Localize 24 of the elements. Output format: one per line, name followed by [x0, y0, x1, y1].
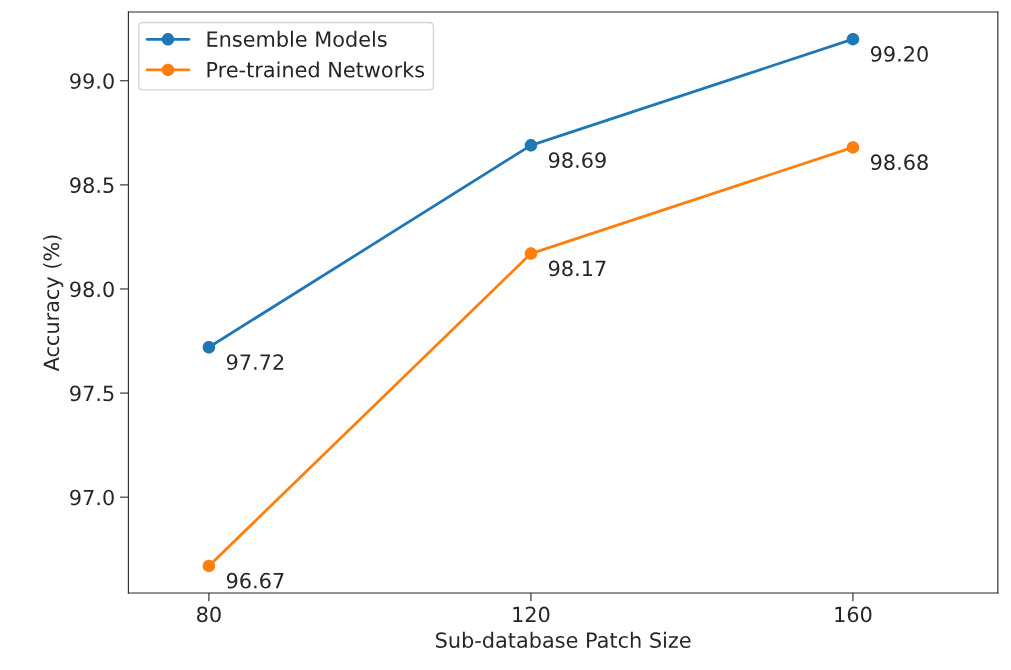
x-tick-label: 160	[835, 606, 872, 623]
y-axis-title: Accuracy (%)	[43, 235, 64, 372]
data-label: 97.72	[226, 354, 284, 370]
point	[202, 559, 216, 573]
y-tick-label: 99.0	[70, 73, 114, 89]
data-label: 98.68	[870, 154, 928, 171]
y-tick-label: 97.0	[70, 489, 114, 506]
point	[846, 141, 860, 154]
legend-label: Ensemble Models	[207, 30, 387, 47]
legend-label: Pre-trained Networks	[207, 61, 425, 78]
y-tick-label: 98.0	[70, 281, 114, 298]
y-tick-label: 98.5	[70, 177, 114, 194]
point	[524, 247, 538, 260]
data-label: 96.67	[226, 572, 284, 589]
point	[524, 139, 538, 152]
y-tick-label: 97.5	[70, 385, 114, 402]
x-tick-label: 120	[513, 606, 550, 623]
data-label: 98.69	[548, 152, 606, 169]
data-label: 99.20	[870, 46, 928, 62]
data-label: 98.17	[548, 260, 606, 277]
x-tick-label: 80	[197, 606, 221, 623]
point	[846, 32, 860, 46]
point	[202, 341, 216, 354]
x-axis-title: Sub-database Patch Size	[436, 631, 691, 648]
